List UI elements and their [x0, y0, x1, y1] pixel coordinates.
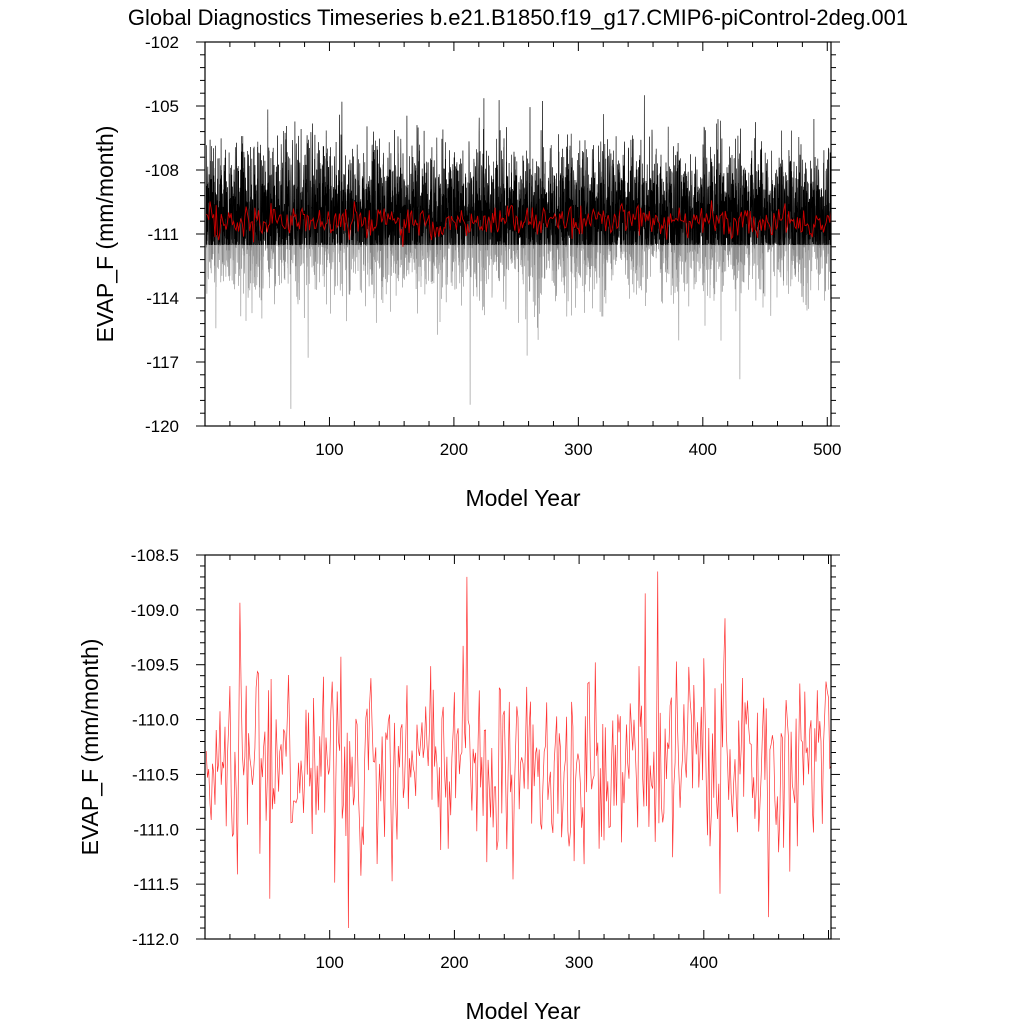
y-tick-label: -111.0 — [133, 820, 179, 839]
plot-area — [205, 95, 831, 409]
y-tick-label: -111 — [147, 225, 179, 244]
series-annual-line — [205, 200, 831, 247]
figure-title: Global Diagnostics Timeseries b.e21.B185… — [128, 5, 908, 30]
y-tick-label: -120 — [145, 417, 179, 436]
x-tick-label: 400 — [690, 953, 718, 972]
x-axis-label: Model Year — [465, 998, 580, 1024]
y-tick-label: -102 — [145, 33, 179, 52]
y-tick-label: -117 — [146, 353, 179, 372]
series-monthly-gray-line — [205, 95, 831, 409]
chart-bottom: 100 200 300 400 -112.0 -111.5 -111.0 -110.5 -110… — [77, 546, 840, 1024]
y-axis-label: EVAP_F (mm/month) — [77, 639, 103, 856]
y-tick-label: -114 — [146, 289, 179, 308]
y-tick-label: -110.5 — [132, 765, 179, 784]
x-tick-label: 100 — [316, 953, 344, 972]
y-tick-label: -111.5 — [133, 875, 179, 894]
y-tick-label: -110.0 — [132, 711, 179, 730]
y-tick-label: -108 — [145, 161, 179, 180]
x-tick-label: 200 — [440, 440, 468, 459]
plot-area — [205, 571, 831, 929]
chart-top: 100 200 300 400 500 -120 -117 -114 -111 -108 -105 -… — [92, 33, 841, 511]
y-tick-label: -105 — [145, 97, 179, 116]
plot-frame — [204, 554, 832, 940]
y-tick-label: -109.0 — [131, 601, 179, 620]
x-tick-label: 300 — [564, 440, 592, 459]
x-tick-label: 400 — [689, 440, 717, 459]
series-annual-line — [205, 571, 831, 929]
x-tick-label: 100 — [315, 440, 343, 459]
x-axis-label: Model Year — [465, 485, 580, 511]
x-tick-label: 200 — [440, 953, 468, 972]
y-tick-label: -109.5 — [131, 656, 179, 675]
y-tick-label: -108.5 — [131, 546, 179, 565]
x-tick-label: 500 — [813, 440, 841, 459]
y-axis-label: EVAP_F (mm/month) — [92, 126, 118, 343]
y-tick-label: -112.0 — [132, 930, 179, 949]
x-tick-label: 300 — [565, 953, 593, 972]
